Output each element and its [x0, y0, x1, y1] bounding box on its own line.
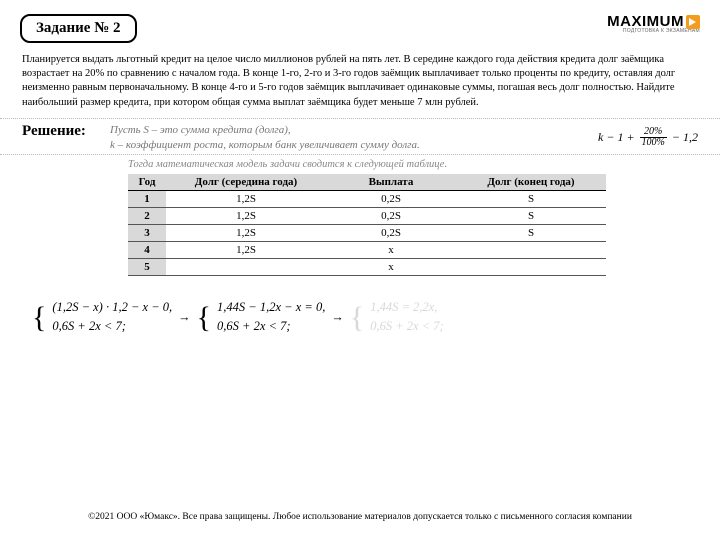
equation-systems: { (1,2S − x) · 1,2 − x − 0, 0,6S + 2x < …: [0, 276, 720, 336]
solution-premise: Пусть S – это сумма кредита (долга), k –…: [110, 123, 588, 153]
table-row: 11,2S0,2SS: [128, 191, 606, 208]
col-year: Год: [128, 174, 166, 191]
task-badge: Задание № 2: [20, 14, 137, 43]
col-pay: Выплата: [326, 174, 456, 191]
table-row: 5x: [128, 259, 606, 276]
table-note: Тогда математическая модель задачи своди…: [0, 155, 720, 174]
debt-table: Год Долг (середина года) Выплата Долг (к…: [128, 174, 606, 276]
brand-logo: MAXIMUM ПОДГОТОВКА К ЭКЗАМЕНАМ: [607, 14, 700, 34]
k-formula: k − 1 + 20%100% − 1,2: [598, 123, 698, 149]
table-row: 41,2Sx: [128, 242, 606, 259]
col-mid: Долг (середина года): [166, 174, 326, 191]
problem-statement: Планируется выдать льготный кредит на це…: [0, 49, 720, 118]
table-row: 21,2S0,2SS: [128, 208, 606, 225]
copyright: ©2021 ООО «Юмакс». Все права защищены. Л…: [0, 512, 720, 522]
logo-text: MAXIMUM: [607, 14, 684, 29]
play-icon: [686, 15, 700, 29]
table-row: 31,2S0,2SS: [128, 225, 606, 242]
col-end: Долг (конец года): [456, 174, 606, 191]
solution-label: Решение:: [22, 123, 100, 140]
